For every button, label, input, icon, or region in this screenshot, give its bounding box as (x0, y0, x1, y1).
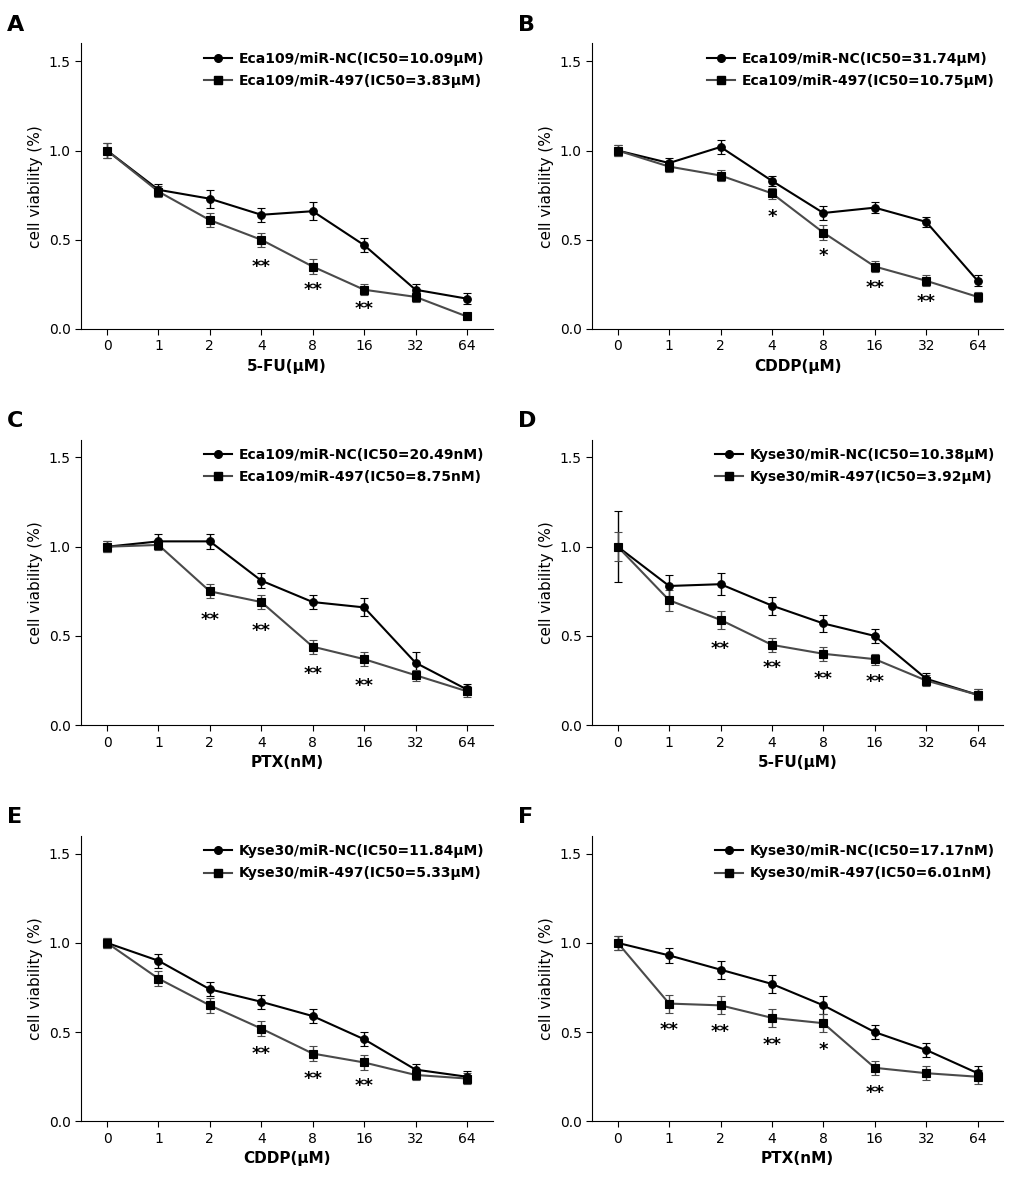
Text: **: ** (864, 1084, 883, 1101)
Text: **: ** (916, 293, 934, 311)
Text: *: * (766, 208, 775, 226)
Text: F: F (518, 807, 533, 827)
Y-axis label: cell viability (%): cell viability (%) (538, 521, 553, 644)
X-axis label: PTX(nM): PTX(nM) (760, 1151, 834, 1166)
X-axis label: PTX(nM): PTX(nM) (251, 755, 323, 770)
X-axis label: 5-FU(μM): 5-FU(μM) (757, 755, 837, 770)
Text: D: D (518, 411, 536, 431)
X-axis label: CDDP(μM): CDDP(μM) (243, 1151, 330, 1166)
Text: **: ** (355, 300, 373, 318)
Legend: Eca109/miR-NC(IC50=20.49nM), Eca109/miR-497(IC50=8.75nM): Eca109/miR-NC(IC50=20.49nM), Eca109/miR-… (199, 442, 489, 490)
Text: **: ** (864, 673, 883, 691)
Text: **: ** (303, 665, 322, 683)
X-axis label: 5-FU(μM): 5-FU(μM) (247, 358, 326, 374)
Text: *: * (818, 247, 827, 265)
Text: B: B (518, 15, 535, 35)
Text: **: ** (252, 1045, 270, 1062)
Legend: Eca109/miR-NC(IC50=10.09μM), Eca109/miR-497(IC50=3.83μM): Eca109/miR-NC(IC50=10.09μM), Eca109/miR-… (199, 46, 489, 93)
Legend: Kyse30/miR-NC(IC50=11.84μM), Kyse30/miR-497(IC50=5.33μM): Kyse30/miR-NC(IC50=11.84μM), Kyse30/miR-… (199, 839, 489, 886)
Text: C: C (7, 411, 23, 431)
Y-axis label: cell viability (%): cell viability (%) (538, 917, 553, 1040)
Legend: Eca109/miR-NC(IC50=31.74μM), Eca109/miR-497(IC50=10.75μM): Eca109/miR-NC(IC50=31.74μM), Eca109/miR-… (701, 46, 1000, 93)
Text: **: ** (864, 279, 883, 297)
Text: **: ** (200, 610, 219, 629)
Y-axis label: cell viability (%): cell viability (%) (538, 125, 553, 247)
Text: **: ** (762, 659, 781, 677)
Text: A: A (7, 15, 24, 35)
Text: **: ** (303, 1069, 322, 1087)
Legend: Kyse30/miR-NC(IC50=17.17nM), Kyse30/miR-497(IC50=6.01nM): Kyse30/miR-NC(IC50=17.17nM), Kyse30/miR-… (709, 839, 1000, 886)
Text: **: ** (252, 258, 270, 276)
Text: **: ** (813, 670, 833, 687)
Y-axis label: cell viability (%): cell viability (%) (29, 521, 44, 644)
Text: **: ** (762, 1035, 781, 1054)
Text: *: * (818, 1041, 827, 1059)
Text: **: ** (303, 280, 322, 299)
Text: **: ** (355, 1077, 373, 1094)
Text: **: ** (252, 622, 270, 640)
Text: **: ** (710, 1023, 730, 1041)
Text: **: ** (355, 677, 373, 694)
Legend: Kyse30/miR-NC(IC50=10.38μM), Kyse30/miR-497(IC50=3.92μM): Kyse30/miR-NC(IC50=10.38μM), Kyse30/miR-… (708, 442, 1000, 490)
Text: E: E (7, 807, 22, 827)
X-axis label: CDDP(μM): CDDP(μM) (753, 358, 841, 374)
Text: **: ** (659, 1021, 678, 1040)
Y-axis label: cell viability (%): cell viability (%) (29, 125, 44, 247)
Y-axis label: cell viability (%): cell viability (%) (29, 917, 44, 1040)
Text: **: ** (710, 640, 730, 658)
